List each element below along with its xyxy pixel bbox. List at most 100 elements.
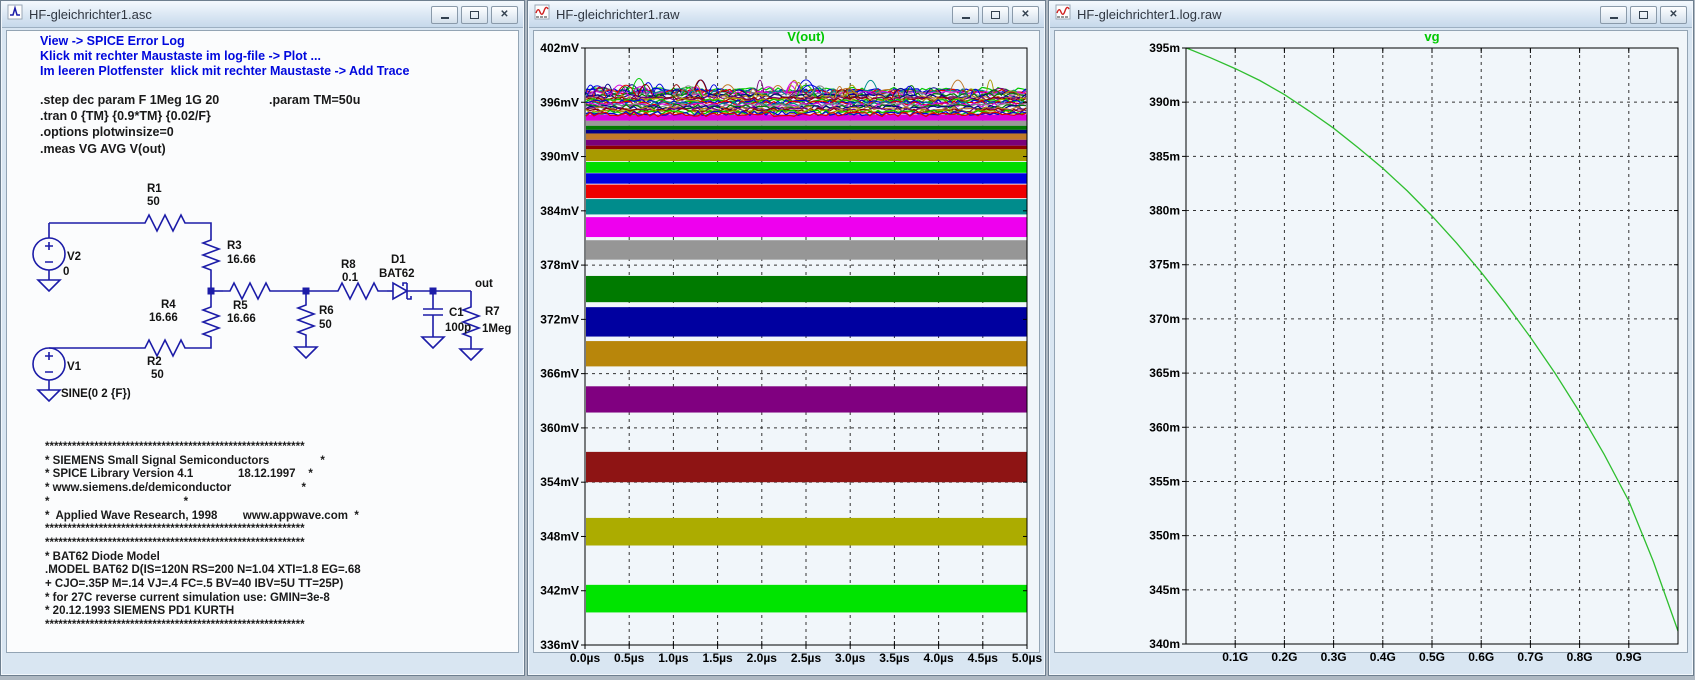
- y-tick-label: 354mV: [540, 475, 579, 489]
- resistor-r4[interactable]: [200, 303, 222, 341]
- y-tick-label: 336mV: [540, 638, 579, 652]
- titlebar-vg[interactable]: HF-gleichrichter1.log.raw ✕: [1050, 2, 1692, 28]
- restore-icon[interactable]: [461, 5, 488, 24]
- trace-bands: [586, 114, 1027, 613]
- component-label: R2: [147, 356, 162, 368]
- titlebar-vout[interactable]: HF-gleichrichter1.raw ✕: [529, 2, 1044, 28]
- resistor-r5[interactable]: [223, 281, 279, 301]
- schematic-canvas[interactable]: [6, 30, 519, 653]
- vg-trace: [1186, 47, 1679, 632]
- x-tick-label: 0.4G: [1370, 650, 1396, 664]
- x-tick-label: 5.0µs: [1012, 651, 1043, 665]
- spice-comment-line[interactable]: ****************************************…: [45, 536, 305, 549]
- titlebar-schematic[interactable]: HF-gleichrichter1.asc ✕: [2, 2, 523, 28]
- spice-comment-line[interactable]: * for 27C reverse current simulation use…: [45, 591, 330, 604]
- restore-icon[interactable]: [982, 5, 1009, 24]
- component-label: R6: [319, 305, 334, 317]
- component-value: SINE(0 2 {F}): [61, 388, 131, 400]
- axis-labels[interactable]: 402mV 396mV 390mV 384mV 378mV 372mV 366mV 360mV…: [540, 41, 1042, 665]
- x-tick-label: 4.5µs: [968, 651, 999, 665]
- spice-comment-line[interactable]: ****************************************…: [45, 441, 305, 453]
- spice-comment-line[interactable]: * 20.12.1993 SIEMENS PD1 KURTH: [45, 605, 235, 618]
- trace-band: [586, 120, 1027, 126]
- resistor-r1[interactable]: [138, 213, 194, 233]
- y-tick-label: 345m: [1149, 583, 1180, 597]
- voltage-source-v2[interactable]: [32, 223, 66, 293]
- x-tick-label: 0.5G: [1419, 650, 1445, 664]
- resistor-r8[interactable]: [331, 281, 387, 301]
- spice-comment-line[interactable]: .MODEL BAT62 D(IS=120N RS=200 N=1.04 XTI…: [45, 564, 361, 577]
- component-value: 50: [151, 369, 164, 381]
- spice-comment-line[interactable]: * SIEMENS Small Signal Semiconductors *: [45, 454, 325, 467]
- spice-comment-block[interactable]: ****************************************…: [45, 441, 361, 633]
- spice-comment-line[interactable]: * SPICE Library Version 4.1 18.12.1997 *: [45, 468, 313, 481]
- y-tick-label: 348mV: [540, 529, 579, 543]
- window-vout-plot[interactable]: HF-gleichrichter1.raw ✕ 402mV 396mV 390mV 3…: [527, 0, 1046, 676]
- spice-directive-param[interactable]: .param TM=50u: [269, 93, 361, 107]
- component-label: R7: [485, 306, 500, 318]
- y-tick-label: 395m: [1149, 41, 1180, 55]
- component-value: 0: [63, 266, 69, 278]
- trace-title-vout[interactable]: V(out): [787, 29, 825, 44]
- circuit-drawing: R1 50 R3 16.66 R5 16.66 R4 16.66 R2 50 R…: [32, 183, 511, 403]
- voltage-source-v1[interactable]: [32, 347, 66, 403]
- spice-comment-line[interactable]: + CJO=.35P M=.14 VJ=.4 FC=.5 BV=40 IBV=5…: [45, 578, 344, 591]
- y-tick-label: 375m: [1149, 258, 1180, 272]
- component-label: D1: [391, 254, 406, 266]
- component-label: V1: [67, 361, 82, 373]
- trace-band: [586, 451, 1027, 483]
- spice-comment-line[interactable]: * Applied Wave Research, 1998 www.appwav…: [45, 509, 359, 522]
- spice-directive-options[interactable]: .options plotwinsize=0: [40, 125, 174, 139]
- hint-line[interactable]: Im leeren Plotfenster klick mit rechter …: [40, 64, 410, 78]
- ground-symbol: [420, 336, 446, 350]
- waveform-chart-icon: [534, 4, 550, 25]
- grid: [1186, 48, 1678, 644]
- spice-directive-step[interactable]: .step dec param F 1Meg 1G 20: [40, 93, 220, 107]
- x-tick-label: 0.8G: [1567, 650, 1593, 664]
- hint-line[interactable]: Klick mit rechter Maustaste im log-file …: [40, 49, 321, 63]
- window-schematic[interactable]: HF-gleichrichter1.asc ✕ View -> SPICE Er…: [0, 0, 525, 676]
- trace-title-vg[interactable]: vg: [1424, 29, 1439, 44]
- component-value: 50: [147, 196, 160, 208]
- spice-comment-line[interactable]: ****************************************…: [45, 619, 305, 632]
- spice-comment-line[interactable]: ****************************************…: [45, 523, 305, 536]
- spice-comment-line[interactable]: * BAT62 Diode Model: [45, 550, 160, 563]
- resistor-r7[interactable]: [460, 303, 482, 341]
- vg-plot-pane[interactable]: [1054, 30, 1688, 653]
- resistor-r6[interactable]: [295, 301, 317, 339]
- component-label: V2: [67, 251, 81, 263]
- spice-comment-line[interactable]: * *: [45, 495, 189, 508]
- resistor-r2[interactable]: [138, 338, 194, 358]
- y-tick-label: 365m: [1149, 366, 1180, 380]
- hint-line[interactable]: View -> SPICE Error Log: [40, 34, 185, 48]
- spice-directive-meas[interactable]: .meas VG AVG V(out): [40, 142, 166, 156]
- trace-band: [586, 386, 1027, 413]
- axis-labels[interactable]: 395m 390m 385m 380m 375m 370m 365m 360m 355m 350m…: [1149, 41, 1642, 664]
- y-tick-label: 378mV: [540, 258, 579, 272]
- minimize-icon[interactable]: [431, 5, 458, 24]
- trace-band: [586, 125, 1027, 130]
- component-value: 16.66: [227, 254, 256, 266]
- close-icon[interactable]: ✕: [491, 5, 518, 24]
- x-tick-label: 3.0µs: [835, 651, 866, 665]
- wire: [194, 341, 212, 349]
- vout-plot[interactable]: 402mV 396mV 390mV 384mV 378mV 372mV 366mV 360mV…: [528, 1, 1047, 677]
- trace-band: [586, 133, 1027, 140]
- capacitor-c1[interactable]: [420, 291, 446, 350]
- window-vg-plot[interactable]: HF-gleichrichter1.log.raw ✕ 395m 390m 385m…: [1048, 0, 1694, 676]
- trace-band: [586, 129, 1027, 134]
- minimize-icon[interactable]: [952, 5, 979, 24]
- minimize-icon[interactable]: [1600, 5, 1627, 24]
- close-icon[interactable]: ✕: [1012, 5, 1039, 24]
- restore-icon[interactable]: [1630, 5, 1657, 24]
- trace-band: [586, 114, 1027, 121]
- resistor-r3[interactable]: [200, 236, 222, 274]
- spice-directive-tran[interactable]: .tran 0 {TM} {0.9*TM} {0.02/F}: [40, 109, 211, 123]
- close-icon[interactable]: ✕: [1660, 5, 1687, 24]
- trace-band: [586, 145, 1027, 150]
- spice-comment-line[interactable]: * www.siemens.de/demiconductor *: [45, 482, 306, 495]
- component-value: 16.66: [149, 312, 178, 324]
- vg-plot[interactable]: 395m 390m 385m 380m 375m 370m 365m 360m 355m 350m…: [1049, 1, 1695, 677]
- trace-band: [586, 149, 1027, 162]
